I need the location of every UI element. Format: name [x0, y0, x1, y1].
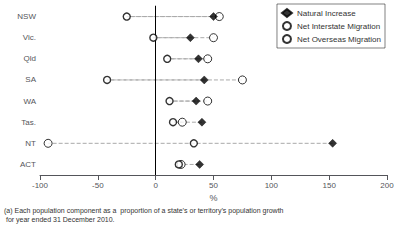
- svg-text:ACT: ACT: [20, 160, 36, 169]
- svg-text:Natural Increase: Natural Increase: [297, 9, 356, 18]
- svg-text:-50: -50: [92, 181, 104, 190]
- svg-text:SA: SA: [25, 75, 36, 84]
- svg-text:Qld: Qld: [24, 54, 36, 63]
- svg-text:Net Overseas Migration: Net Overseas Migration: [297, 35, 381, 44]
- svg-text:200: 200: [380, 181, 394, 190]
- svg-text:%: %: [209, 193, 217, 203]
- svg-text:(a) Each population component: (a) Each population component as a propo…: [4, 207, 284, 215]
- svg-text:-100: -100: [32, 181, 49, 190]
- svg-text:Tas.: Tas.: [21, 118, 36, 127]
- svg-text:100: 100: [265, 181, 279, 190]
- svg-text:150: 150: [322, 181, 336, 190]
- svg-text:for year ended 31 December 201: for year ended 31 December 2010.: [4, 216, 115, 224]
- svg-text:WA: WA: [23, 97, 36, 106]
- svg-text:0: 0: [153, 181, 158, 190]
- svg-text:NT: NT: [25, 139, 36, 148]
- svg-text:50: 50: [209, 181, 218, 190]
- svg-text:Vic.: Vic.: [23, 33, 36, 42]
- svg-text:Net Interstate Migration: Net Interstate Migration: [297, 22, 380, 31]
- svg-text:NSW: NSW: [17, 12, 36, 21]
